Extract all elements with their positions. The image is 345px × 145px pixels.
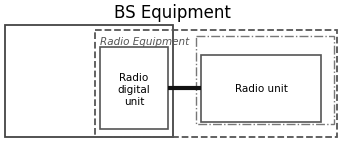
Text: BS Equipment: BS Equipment [114,4,231,22]
Text: Radio Equipment: Radio Equipment [100,37,189,47]
Bar [100,47,168,129]
Bar [201,55,321,122]
Text: Radio
digital
unit: Radio digital unit [118,73,150,107]
Text: Radio unit: Radio unit [235,84,287,94]
Bar [95,30,337,137]
Bar [196,36,334,124]
Bar [5,25,173,137]
